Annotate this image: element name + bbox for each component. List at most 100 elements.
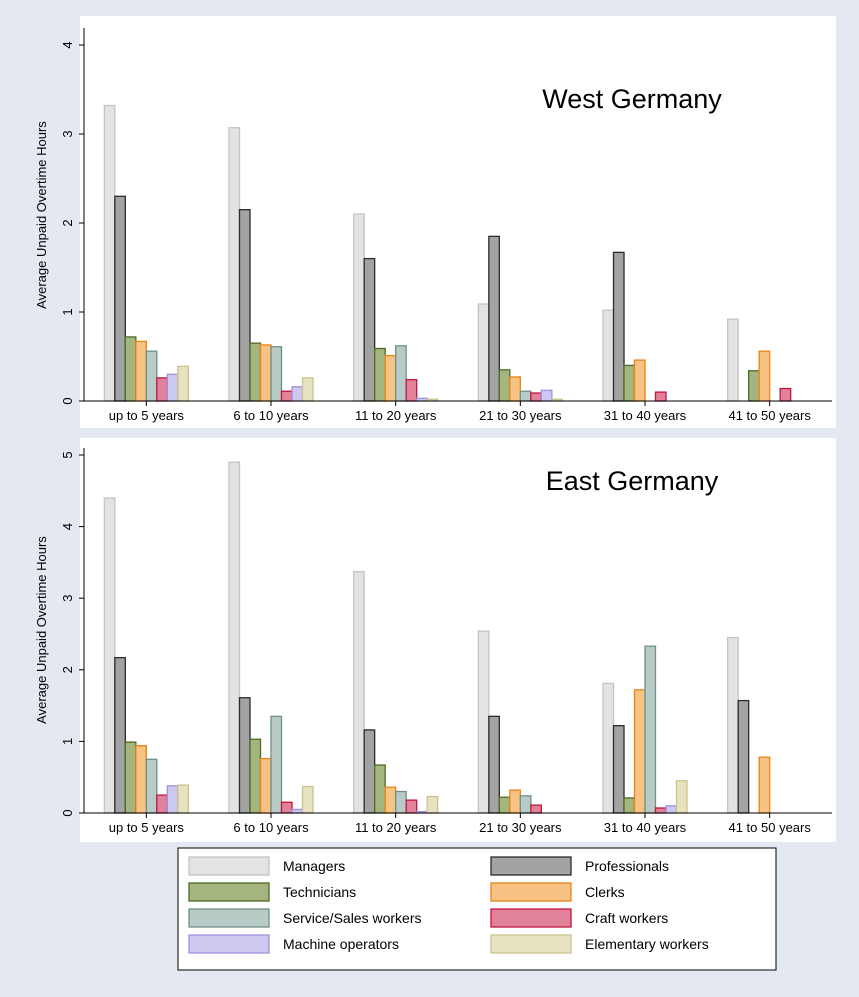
y-tick-label: 4 (60, 523, 75, 530)
legend-label-service-sales-workers: Service/Sales workers (283, 910, 422, 926)
plot-area (80, 16, 836, 428)
x-tick-label: 21 to 30 years (479, 820, 562, 835)
bar-craft-workers (530, 392, 542, 402)
bar-service-sales-workers (145, 350, 158, 402)
panel-title: West Germany (542, 84, 722, 114)
bar-clerks (135, 745, 147, 814)
bar-clerks (509, 789, 521, 814)
bar-craft-workers (654, 807, 667, 814)
bar-elementary-workers (301, 785, 314, 814)
bar-professionals (363, 257, 376, 402)
bar-managers (477, 303, 490, 402)
bar-professionals (612, 251, 625, 402)
bar-craft-workers (156, 377, 168, 402)
bar-technicians (498, 369, 511, 402)
bar-craft-workers (280, 801, 293, 814)
x-tick-label: 31 to 40 years (604, 408, 687, 423)
bar-managers (477, 630, 490, 814)
legend-label-machine-operators: Machine operators (283, 936, 399, 952)
bar-craft-workers (280, 390, 293, 402)
bar-machine-operators (291, 386, 304, 402)
bar-craft-workers (779, 387, 792, 402)
bar-clerks (633, 359, 646, 402)
legend-label-clerks: Clerks (585, 884, 625, 900)
bar-clerks (758, 756, 771, 814)
bars (103, 461, 771, 814)
x-tick-label: 6 to 10 years (233, 820, 309, 835)
bar-managers (602, 682, 615, 814)
bar-service-sales-workers (145, 758, 158, 814)
bar-professionals (114, 656, 126, 814)
legend-swatch-professionals (490, 856, 572, 876)
y-tick-label: 0 (60, 809, 75, 816)
x-tick-label: up to 5 years (109, 408, 185, 423)
legend-swatch-craft-workers (490, 908, 572, 928)
legend-label-professionals: Professionals (585, 858, 669, 874)
bar-clerks (259, 344, 272, 402)
bar-technicians (124, 741, 137, 814)
bar-technicians (498, 796, 511, 814)
bar-professionals (737, 699, 750, 814)
panel-title: East Germany (546, 466, 719, 496)
bar-machine-operators (540, 389, 553, 402)
bar-managers (103, 497, 116, 814)
bar-elementary-workers (177, 784, 189, 814)
y-axis-ticks: 0 1 2 3 4 (60, 41, 84, 405)
bar-craft-workers (530, 804, 542, 814)
bar-managers (727, 636, 739, 814)
bar-professionals (238, 697, 251, 814)
bar-managers (228, 127, 241, 402)
legend-swatch-clerks (490, 882, 572, 902)
bar-clerks (135, 340, 147, 402)
bar-technicians (623, 797, 636, 814)
bar-service-sales-workers (644, 645, 657, 814)
bar-technicians (374, 764, 386, 814)
x-tick-label: 11 to 20 years (355, 820, 437, 835)
bar-service-sales-workers (270, 715, 283, 814)
bar-service-sales-workers (395, 345, 407, 402)
bar-managers (727, 318, 739, 402)
bar-machine-operators (166, 373, 179, 402)
bar-machine-operators (166, 785, 179, 814)
legend-swatch-managers (188, 856, 270, 876)
bar-craft-workers (405, 799, 418, 814)
bar-elementary-workers (301, 377, 314, 402)
bar-technicians (249, 738, 262, 814)
bar-service-sales-workers (519, 390, 532, 402)
y-tick-label: 0 (60, 397, 75, 404)
legend-label-elementary-workers: Elementary workers (585, 936, 709, 952)
bar-elementary-workers (675, 780, 688, 814)
bar-professionals (363, 729, 376, 814)
bar-machine-operators (665, 805, 678, 814)
legend-items: Managers Professionals Technicians Clerks Se… (188, 856, 709, 954)
x-tick-label: up to 5 years (109, 820, 185, 835)
legend-label-craft-workers: Craft workers (585, 910, 668, 926)
bar-craft-workers (156, 794, 168, 814)
bar-professionals (612, 724, 625, 814)
legend-swatch-technicians (188, 882, 270, 902)
bar-craft-workers (405, 378, 418, 402)
legend-swatch-machine-operators (188, 934, 270, 954)
x-tick-label: 41 to 50 years (728, 820, 811, 835)
bar-managers (353, 213, 365, 402)
x-axis-labels: up to 5 years 6 to 10 years 11 to 20 years… (109, 401, 811, 423)
bar-clerks (259, 757, 272, 814)
bar-clerks (384, 786, 397, 814)
bar-service-sales-workers (395, 790, 407, 814)
bar-managers (353, 571, 365, 814)
bar-managers (103, 104, 116, 402)
y-tick-label: 2 (60, 219, 75, 226)
x-tick-label: 6 to 10 years (233, 408, 309, 423)
x-tick-label: 11 to 20 years (355, 408, 437, 423)
bar-machine-operators (291, 808, 304, 814)
y-axis-label: Average Unpaid Overtime Hours (34, 121, 49, 309)
bar-technicians (124, 336, 137, 402)
bar-technicians (374, 347, 386, 402)
bar-professionals (488, 235, 500, 402)
bar-clerks (633, 689, 646, 814)
bar-elementary-workers (426, 795, 439, 814)
y-tick-label: 1 (60, 738, 75, 745)
bar-managers (228, 461, 241, 814)
